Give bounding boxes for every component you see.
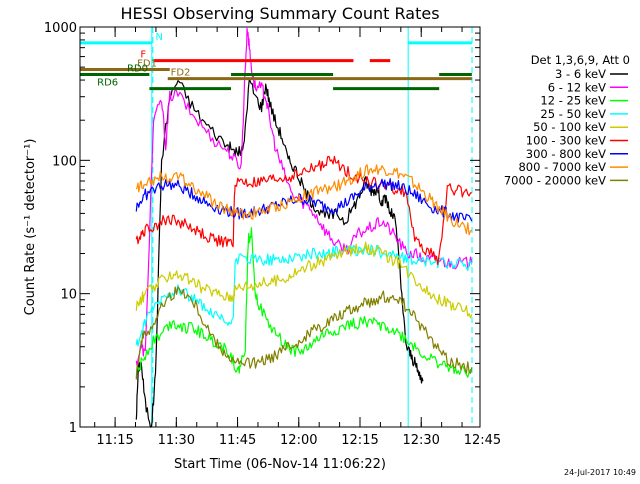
- eclipse-lines: [151, 27, 473, 427]
- y-axis-ticks: 1000 100 10 1: [44, 21, 480, 436]
- series-line-1: [135, 27, 473, 367]
- y-tick-label-1: 100: [52, 154, 77, 169]
- flag-label-2: FD1: [137, 59, 157, 70]
- legend-label-8: 7000 - 20000 keV: [504, 173, 606, 187]
- flag-label-5: RD6: [97, 78, 118, 89]
- chart-title: HESSI Observing Summary Count Rates: [120, 4, 439, 23]
- y-tick-label-3: 1: [69, 421, 77, 436]
- flag-label-1: F: [140, 50, 146, 61]
- y-tick-label-0: 1000: [44, 21, 77, 36]
- x-tick-label-0: 11:15: [96, 433, 133, 448]
- y-tick-label-2: 10: [60, 288, 77, 303]
- x-tick-label-3: 12:00: [280, 433, 317, 448]
- series-lines: [135, 27, 473, 428]
- series-line-7: [135, 164, 473, 236]
- legend-header: Det 1,3,6,9, Att 0: [531, 53, 630, 67]
- series-line-6: [135, 178, 473, 223]
- x-axis-label: Start Time (06-Nov-14 11:06:22): [174, 457, 386, 472]
- x-tick-label-4: 12:15: [341, 433, 378, 448]
- x-tick-label-1: 11:30: [158, 433, 195, 448]
- legend-label-2: 12 - 25 keV: [540, 94, 606, 108]
- flag-label-0: N: [156, 32, 163, 43]
- footer-date: 24-Jul-2017 10:49: [564, 468, 636, 477]
- legend-label-0: 3 - 6 keV: [555, 67, 606, 81]
- series-line-4: [135, 241, 473, 319]
- legend-label-4: 50 - 100 keV: [533, 120, 606, 134]
- legend-label-5: 100 - 300 keV: [526, 134, 606, 148]
- series-line-2: [135, 227, 473, 378]
- x-axis-ticks: 11:15 11:30 11:45 12:00 12:15 12:30 12:45: [94, 27, 501, 448]
- x-tick-label-2: 11:45: [219, 433, 256, 448]
- series-line-8: [135, 286, 473, 380]
- flag-label-4: RD0: [127, 64, 148, 75]
- legend-label-3: 25 - 50 keV: [540, 107, 606, 121]
- plot-frame: [79, 26, 481, 428]
- x-tick-label-6: 12:45: [464, 433, 501, 448]
- series-line-5: [135, 155, 472, 266]
- series-line-3: [135, 244, 473, 347]
- legend-label-6: 300 - 800 keV: [526, 147, 606, 161]
- legend-label-1: 6 - 12 keV: [548, 80, 606, 94]
- legend-label-7: 800 - 7000 keV: [518, 160, 606, 174]
- flag-label-3: FD2: [171, 68, 191, 79]
- x-tick-label-5: 12:30: [402, 433, 439, 448]
- series-line-0: [135, 77, 424, 428]
- y-axis-label: Count Rate (s⁻¹ detector⁻¹): [23, 139, 38, 316]
